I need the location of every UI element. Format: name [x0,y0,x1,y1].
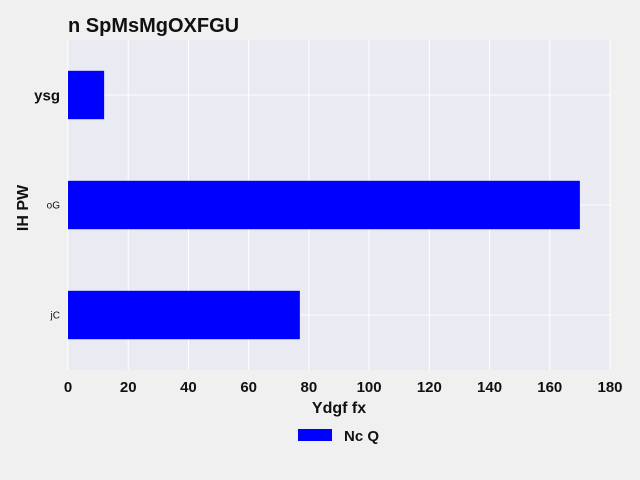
x-tick-label-40: 40 [180,379,197,396]
y-tick-label-ysg: ysg [34,87,60,104]
legend: Nc Q [298,428,379,445]
x-tick-label-0: 0 [64,379,72,396]
y-tick-label-jC: jC [50,311,60,322]
x-tick-label-180: 180 [597,379,622,396]
bar-ysg [68,70,105,120]
chart-title: n SpMsMgOXFGU [68,15,239,37]
bar-jC [68,290,300,340]
x-tick-label-160: 160 [537,379,562,396]
x-tick-label-140: 140 [477,379,502,396]
x-tick-label-60: 60 [240,379,257,396]
y-axis-title: IH PW [15,184,32,231]
legend-swatch-nc-q [298,429,332,441]
x-tick-labels: 0 20 40 60 80 100 120 140 160 180 [64,379,623,396]
y-tick-labels: ysg oG jC [34,87,60,321]
bars [68,70,580,340]
x-tick-label-80: 80 [301,379,318,396]
x-axis-title: Ydgf fx [312,400,366,417]
x-tick-label-20: 20 [120,379,137,396]
legend-label-nc-q: Nc Q [344,428,379,445]
x-tick-label-120: 120 [417,379,442,396]
bar-oG [68,180,580,230]
y-tick-label-oG: oG [47,201,61,212]
x-tick-label-100: 100 [357,379,382,396]
